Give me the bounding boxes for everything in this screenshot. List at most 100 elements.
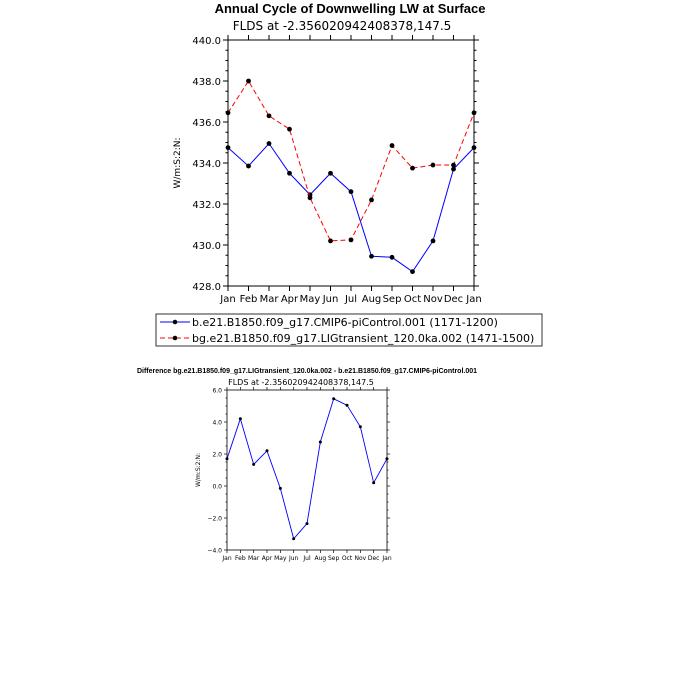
y-tick-label: 4.0 <box>212 420 222 427</box>
x-tick-label: Dec <box>368 555 380 562</box>
series-1-point <box>430 162 436 168</box>
chart-difference: Difference bg.e21.B1850.f09_g17.LIGtrans… <box>137 368 477 562</box>
chart2-plot-frame <box>226 389 388 551</box>
x-tick-label: Nov <box>423 294 443 305</box>
series-0-point <box>389 254 395 260</box>
y-tick-label: −2.0 <box>207 516 222 523</box>
x-tick-label: Feb <box>240 294 258 305</box>
series-1-point <box>451 162 456 168</box>
series-1-point <box>471 110 477 116</box>
series-1-point <box>266 113 272 119</box>
series-0-point <box>238 417 242 421</box>
series-1-point <box>307 195 313 201</box>
series-0-point <box>451 166 456 172</box>
y-tick-label: 430.0 <box>192 241 221 252</box>
series-0-point <box>345 403 349 407</box>
series-0-point <box>225 145 231 151</box>
chart1-plot-frame <box>227 39 475 287</box>
x-tick-label: Mar <box>248 555 260 562</box>
series-0-point <box>348 189 354 195</box>
series-0-point <box>471 145 477 151</box>
series-0-point <box>225 457 229 461</box>
series-1-point <box>225 110 231 116</box>
series-1-point <box>410 165 415 171</box>
series-line-1 <box>227 80 475 242</box>
x-tick-label: May <box>274 555 287 562</box>
y-tick-label: 0.0 <box>212 484 222 491</box>
x-tick-label: Jan <box>381 555 391 562</box>
x-tick-label: Jun <box>322 294 339 305</box>
chart1-subtitle: FLDS at -2.356020942408378,147.5 <box>233 19 452 33</box>
chart2-ylabel: W/m:S:2:N: <box>195 453 202 487</box>
series-0-point <box>410 269 415 275</box>
legend-label-lig: bg.e21.B1850.f09_g17.LIGtransient_120.0k… <box>192 332 534 345</box>
x-tick-label: Mar <box>260 294 280 305</box>
series-line-0 <box>227 142 475 273</box>
series-0-point <box>266 141 272 146</box>
x-tick-label: Apr <box>262 555 273 562</box>
y-tick-label: 6.0 <box>212 388 222 395</box>
y-tick-label: 428.0 <box>192 282 221 293</box>
series-1-point <box>246 78 251 84</box>
y-tick-label: 2.0 <box>212 452 222 459</box>
chart1-ylabel: W/m:S:2:N: <box>173 138 183 189</box>
legend-marker-cmip6 <box>172 319 178 325</box>
x-tick-label: Dec <box>444 294 463 305</box>
legend-label-cmip6: b.e21.B1850.f09_g17.CMIP6-piControl.001 … <box>192 316 498 329</box>
x-tick-label: Oct <box>342 555 353 562</box>
chart2-axes: Jan Feb Mar Apr May Jun Jul Aug Sep Oct Nov Dec Jan−… <box>207 387 392 562</box>
series-0-point <box>430 238 436 244</box>
y-tick-label: 438.0 <box>192 77 221 88</box>
series-1-point <box>369 197 374 203</box>
series-1-point <box>348 237 354 243</box>
x-tick-label: Apr <box>281 294 299 305</box>
x-tick-label: May <box>300 294 321 305</box>
series-0-point <box>372 481 376 485</box>
series-0-point <box>369 253 374 259</box>
series-0-point <box>385 457 389 461</box>
series-1-point <box>287 126 292 132</box>
chart1-series <box>225 78 477 275</box>
x-tick-label: Jan <box>219 294 235 305</box>
series-0-point <box>265 449 269 453</box>
x-tick-label: Jun <box>288 555 299 562</box>
chart1-title: Annual Cycle of Downwelling LW at Surfac… <box>215 1 486 16</box>
x-tick-label: Jul <box>344 294 357 305</box>
chart1-axes: Jan Feb Mar Apr May Jun Jul Aug Sep Oct Nov Dec Jan4… <box>192 35 482 305</box>
series-1-point <box>328 238 333 244</box>
series-0-point <box>328 170 333 176</box>
x-tick-label: Sep <box>383 294 402 305</box>
series-0-point <box>318 440 322 444</box>
chart-annual-cycle: Annual Cycle of Downwelling LW at Surfac… <box>173 1 485 305</box>
x-tick-label: Jul <box>302 555 311 562</box>
chart2-subtitle: FLDS at -2.356020942408378,147.5 <box>228 378 374 387</box>
x-tick-label: Jan <box>465 294 481 305</box>
y-tick-label: 434.0 <box>192 159 221 170</box>
y-tick-label: 436.0 <box>192 118 221 129</box>
series-line-0 <box>226 398 388 540</box>
series-0-point <box>358 425 362 429</box>
series-0-point <box>305 522 309 526</box>
x-tick-label: Jan <box>221 555 231 562</box>
y-tick-label: 440.0 <box>192 36 221 47</box>
series-0-point <box>287 170 292 176</box>
x-tick-label: Aug <box>314 555 326 562</box>
y-tick-label: −4.0 <box>207 548 222 555</box>
series-0-point <box>246 163 251 169</box>
series-0-point <box>292 537 296 541</box>
x-tick-label: Aug <box>362 294 382 305</box>
chart2-title: Difference bg.e21.B1850.f09_g17.LIGtrans… <box>137 368 477 375</box>
y-tick-label: 432.0 <box>192 200 221 211</box>
chart2-series <box>225 397 389 541</box>
x-tick-label: Oct <box>404 294 421 305</box>
x-tick-label: Nov <box>354 555 366 562</box>
series-0-point <box>252 462 256 466</box>
x-tick-label: Feb <box>235 555 246 562</box>
series-0-point <box>332 397 336 401</box>
legend-box <box>155 313 543 347</box>
series-1-point <box>389 143 395 148</box>
x-tick-label: Sep <box>328 555 340 562</box>
legend-marker-lig <box>172 335 178 341</box>
series-0-point <box>278 486 282 490</box>
